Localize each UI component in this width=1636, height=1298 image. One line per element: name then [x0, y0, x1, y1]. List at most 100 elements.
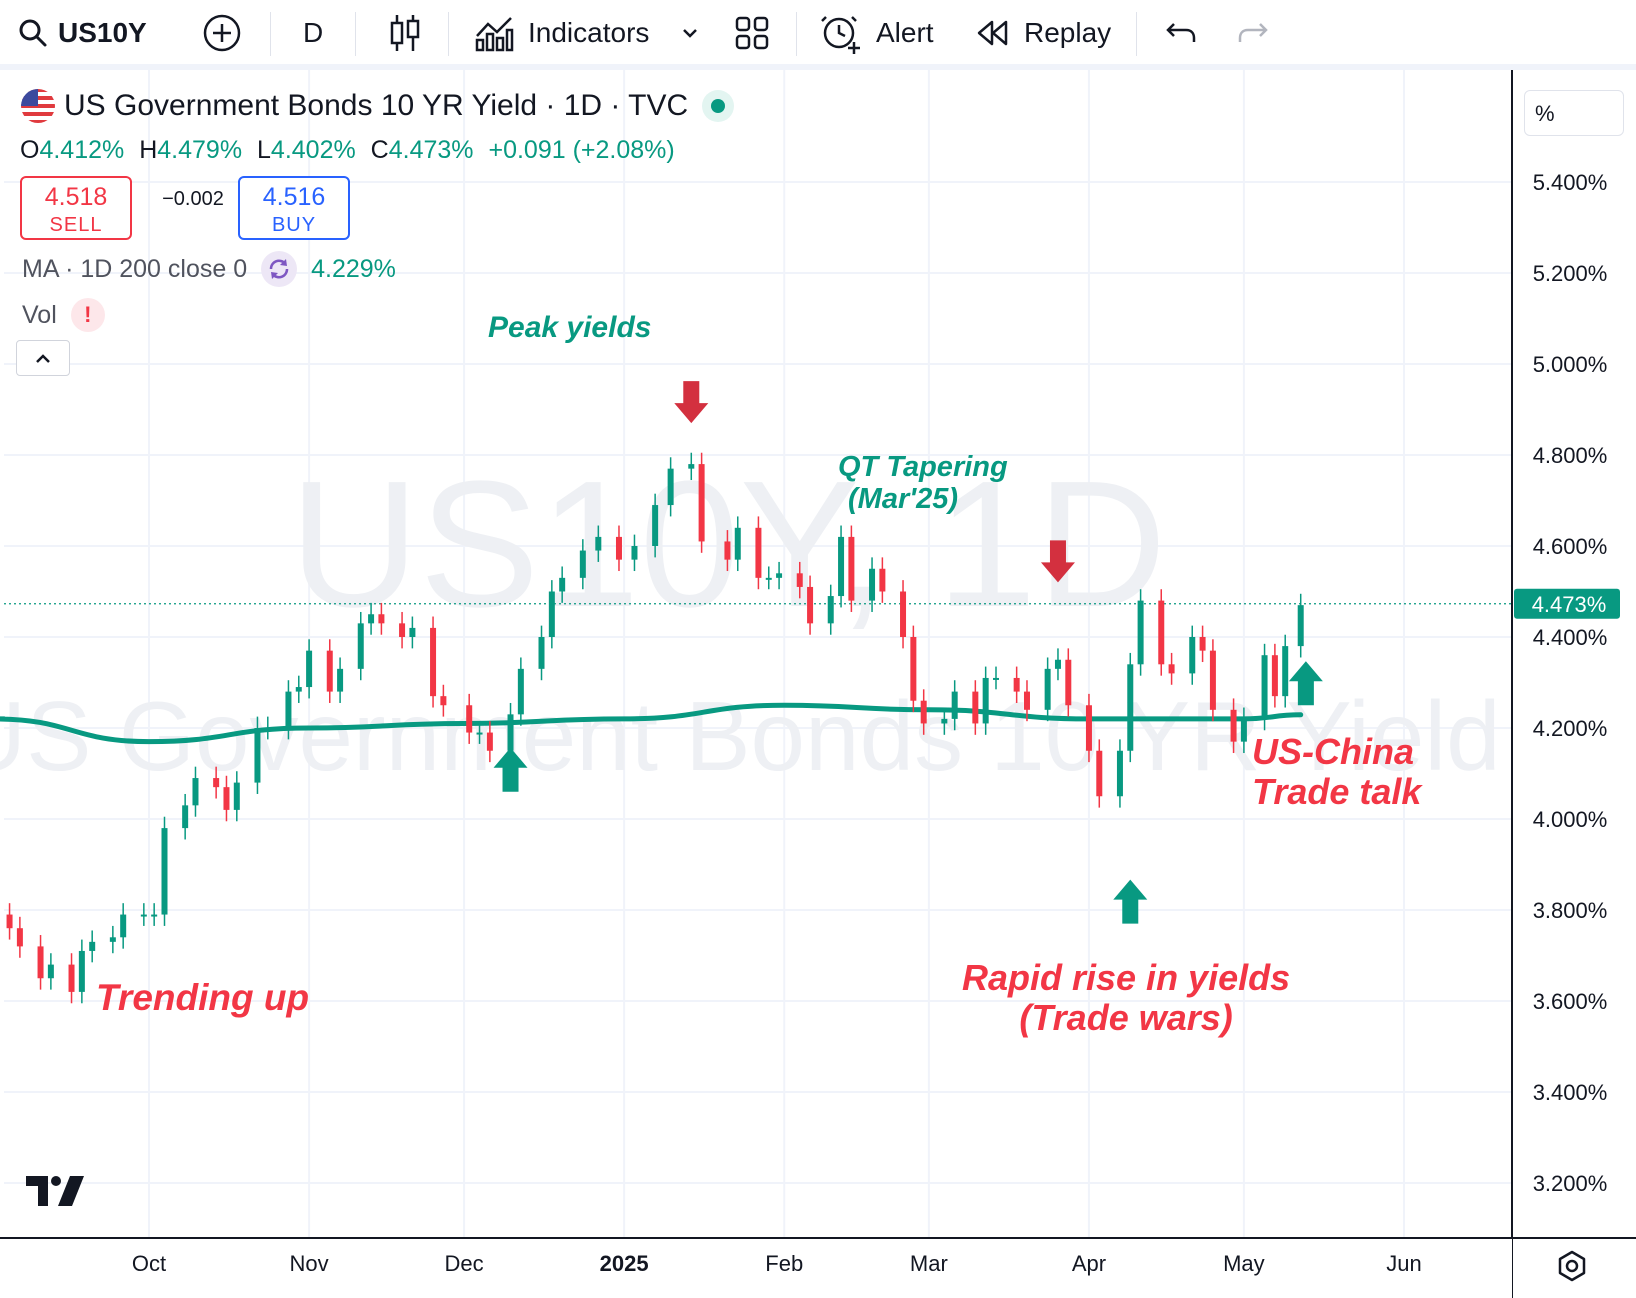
candle-down: [920, 700, 927, 724]
candle-up: [109, 937, 116, 942]
annotation-us-china: US-China Trade talk: [1252, 732, 1421, 811]
low-value: 4.402%: [270, 136, 356, 164]
candle-up: [548, 591, 555, 637]
price-tick-label: 4.000%: [1533, 807, 1608, 832]
candle-down: [213, 778, 220, 788]
undo-button[interactable]: [1164, 8, 1198, 58]
buy-price: 4.516: [262, 183, 326, 211]
compare-button[interactable]: [202, 8, 242, 58]
tradingview-logo[interactable]: [26, 1176, 86, 1211]
gear-icon: [1558, 1250, 1586, 1282]
sell-price: 4.518: [44, 183, 108, 211]
annotation-rapid-line1: Rapid rise in yields: [962, 957, 1291, 998]
candle-up: [120, 914, 127, 938]
candle-down: [68, 964, 75, 992]
warning-icon: !: [70, 298, 105, 332]
candle-up: [838, 536, 845, 597]
candle-up: [1137, 600, 1144, 665]
alarm-clock-icon: [821, 16, 860, 54]
time-tick-label: 2025: [600, 1251, 649, 1276]
replay-button[interactable]: Replay: [976, 8, 1111, 58]
price-tick-label: 5.400%: [1533, 170, 1608, 195]
candle-down: [378, 614, 385, 624]
last-price-label: 4.473%: [1532, 592, 1607, 617]
replay-label: Replay: [1024, 17, 1112, 48]
annotation-rapid-rise: Rapid rise in yields (Trade wars): [962, 958, 1290, 1037]
annotation-qt-line1: QT Tapering: [838, 451, 1008, 483]
candle-up: [151, 914, 158, 917]
time-tick-label: Mar: [910, 1251, 948, 1276]
candle-down: [848, 536, 855, 601]
candle-down: [440, 696, 447, 706]
scale-unit-button[interactable]: %: [1524, 90, 1624, 136]
high-value: 4.479%: [157, 136, 243, 164]
candle-up: [254, 728, 261, 783]
indicators-button[interactable]: Indicators: [474, 8, 649, 58]
low-key: L: [257, 136, 271, 164]
annotation-uschina-line1: US-China: [1252, 731, 1414, 772]
redo-button[interactable]: [1236, 8, 1270, 58]
layouts-button[interactable]: [734, 8, 770, 58]
arrow-up-marker: [1113, 879, 1148, 924]
candle-up: [1054, 659, 1061, 669]
chart-type-button[interactable]: [388, 8, 422, 58]
ma-indicator-row[interactable]: MA · 1D 200 close 0 4.229%: [22, 251, 396, 287]
candle-up: [579, 550, 586, 578]
chevron-up-icon: [36, 354, 50, 363]
candle-up: [264, 728, 271, 730]
indicators-icon: [475, 17, 514, 52]
symbol-search[interactable]: US10Y: [18, 8, 147, 58]
candle-down: [755, 527, 762, 578]
candle-up: [1189, 637, 1196, 674]
arrow-up-marker: [1288, 661, 1323, 706]
market-status-indicator[interactable]: [702, 90, 735, 122]
candle-up: [667, 468, 674, 506]
time-tick-label: Nov: [290, 1251, 329, 1276]
candles-icon: [390, 15, 420, 51]
candle-up: [409, 627, 416, 637]
series-title-row: US Government Bonds 10 YR Yield · 1D · T…: [20, 88, 735, 124]
buy-button[interactable]: 4.516 BUY: [238, 176, 350, 240]
alert-button[interactable]: Alert: [820, 8, 934, 58]
last-price-badge: [1514, 588, 1620, 619]
candle-down: [1168, 664, 1175, 674]
watermark-name: US Government Bonds 10 YR Yield: [0, 681, 1501, 791]
layout-grid-icon: [735, 16, 769, 50]
candle-up: [992, 677, 999, 680]
chart-settings-button[interactable]: [1556, 1250, 1588, 1287]
arrow-down-marker: [674, 381, 709, 424]
sell-button[interactable]: 4.518 SELL: [20, 176, 132, 240]
close-key: C: [370, 136, 389, 164]
annotation-qt-line2: (Mar'25): [848, 482, 959, 515]
candle-down: [879, 568, 886, 592]
candle-down: [972, 691, 979, 724]
candle-up: [517, 668, 524, 715]
price-tick-label: 3.200%: [1533, 1171, 1608, 1196]
volume-indicator-row[interactable]: Vol !: [22, 298, 105, 332]
sell-label: SELL: [49, 214, 103, 236]
candle-up: [941, 718, 948, 724]
candle-down: [37, 946, 44, 979]
redo-icon: [1238, 23, 1268, 42]
us-flag-icon: [21, 89, 55, 123]
candle-up: [368, 614, 375, 624]
toolbar-divider: [796, 12, 797, 56]
candle-up: [827, 596, 834, 624]
candle-up: [652, 505, 659, 546]
interval-button[interactable]: D: [303, 8, 323, 58]
annotation-rapid-line2: (Trade wars): [1019, 996, 1233, 1038]
candle-down: [1096, 750, 1103, 797]
toolbar-divider: [448, 12, 449, 56]
candle-down: [1013, 677, 1020, 692]
collapse-legend-button[interactable]: [16, 340, 70, 376]
candle-up: [765, 577, 772, 580]
ohlc-values: O4.412% H4.479% L4.402% C4.473% +0.091 (…: [20, 136, 675, 165]
indicators-label: Indicators: [528, 17, 650, 48]
annotation-trending-up: Trending up: [96, 977, 310, 1018]
candle-down: [466, 705, 473, 733]
indicators-dropdown[interactable]: [680, 8, 700, 58]
high-key: H: [139, 136, 158, 164]
buy-label: BUY: [271, 214, 317, 236]
arrow-down-marker: [1040, 540, 1075, 583]
price-tick-label: 4.400%: [1533, 625, 1608, 650]
